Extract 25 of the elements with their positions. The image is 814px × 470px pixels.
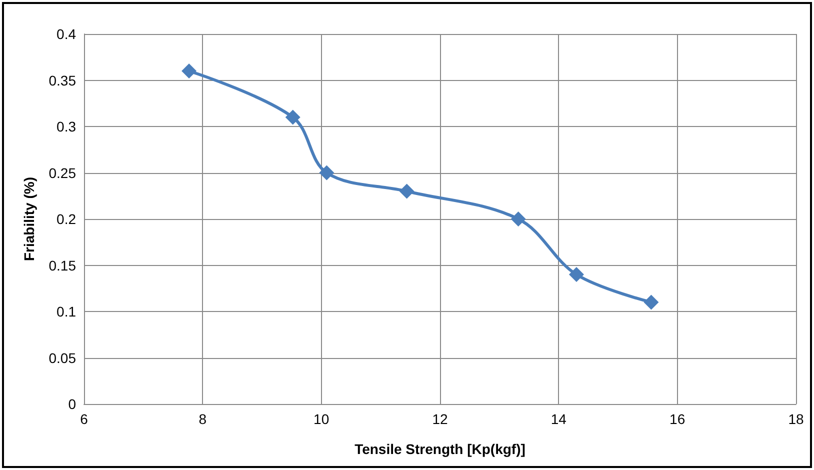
x-tick-label: 14 xyxy=(550,411,567,427)
x-tick-label: 10 xyxy=(314,411,330,427)
x-tick-label: 16 xyxy=(670,411,686,427)
point xyxy=(568,267,584,282)
y-tick-label: 0.35 xyxy=(48,72,76,88)
x-axis-title: Tensile Strength [Kp(kgf)] xyxy=(354,441,526,457)
y-tick-label: 0 xyxy=(68,396,76,412)
y-tick-label: 0.05 xyxy=(48,350,76,366)
point xyxy=(510,212,526,226)
point xyxy=(182,64,197,78)
x-tick-label: 6 xyxy=(80,411,88,427)
y-tick-label: 0.4 xyxy=(56,26,76,42)
x-tick-label: 18 xyxy=(788,411,804,427)
point xyxy=(399,184,414,199)
point xyxy=(319,165,334,180)
y-axis-title: Friability (%) xyxy=(21,176,37,262)
y-tick-label: 0.15 xyxy=(48,257,76,274)
y-tick-label: 0.25 xyxy=(48,164,76,181)
y-tick-label: 0.1 xyxy=(56,304,76,320)
y-tick-label: 0.3 xyxy=(56,118,76,134)
x-tick-label: 8 xyxy=(198,411,207,427)
y-tick-label: 0.2 xyxy=(56,211,76,227)
point xyxy=(285,110,300,125)
point xyxy=(644,294,659,310)
x-tick-label: 12 xyxy=(432,411,448,427)
